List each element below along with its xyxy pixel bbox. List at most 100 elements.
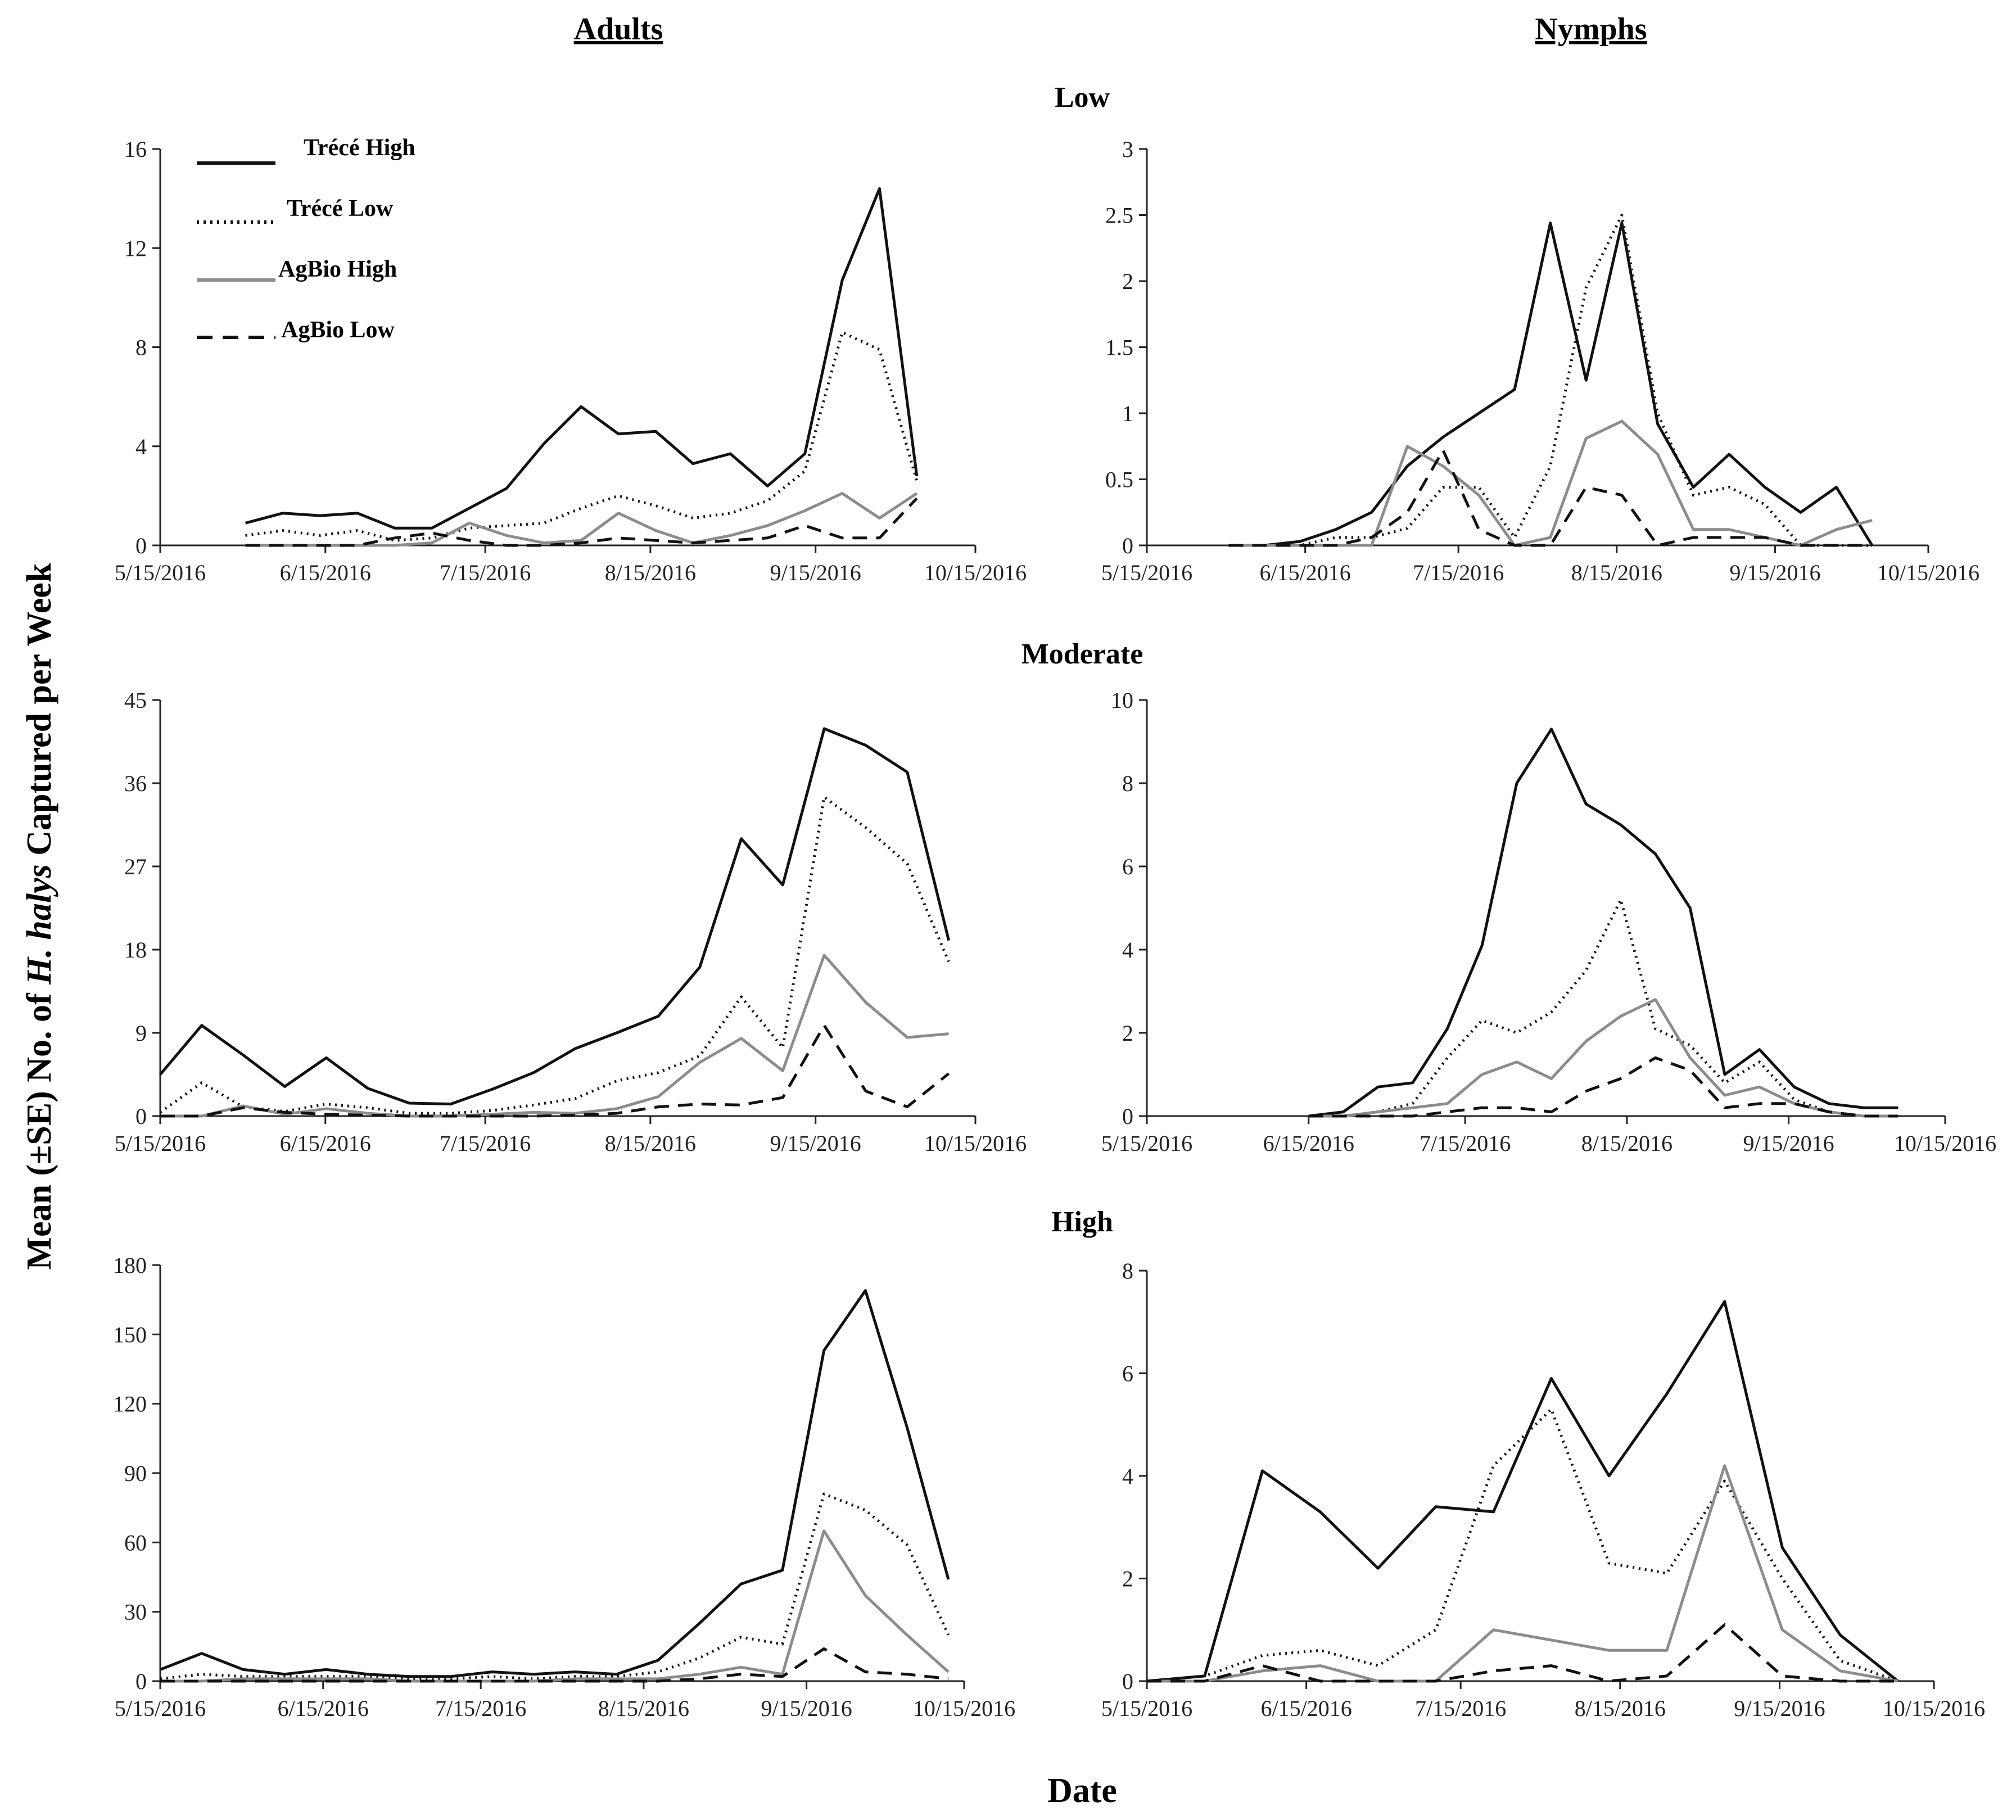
x-tick-label: 6/15/2016 [280, 560, 371, 585]
x-tick-label: 10/15/2016 [1883, 1696, 1985, 1721]
panel-adults-high: 0 30 60 90 120 150 180 5/15/2016 6/15/2016 7/15/2… [113, 1253, 1015, 1721]
y-tick-label: 3 [1122, 137, 1133, 162]
y-tick-label: 36 [124, 771, 147, 796]
row-header-moderate: Moderate [1021, 638, 1143, 670]
series-line-agbio-low [245, 497, 918, 547]
y-tick-label: 4 [135, 434, 147, 459]
y-tick-label: 0 [1122, 1104, 1133, 1129]
y-tick-label: 6 [1122, 1361, 1133, 1387]
y-tick-label: 4 [1122, 937, 1133, 963]
series-line-trece-low [1146, 1407, 1899, 1683]
series-line-agbio-low [160, 1024, 950, 1118]
series-line-trece-low [159, 796, 950, 1115]
x-tick-label: 7/15/2016 [1415, 1696, 1506, 1721]
y-tick-label: 120 [113, 1392, 147, 1417]
x-tick-label: 8/15/2016 [605, 560, 696, 585]
x-tick-label: 9/15/2016 [1729, 560, 1820, 585]
x-tick-label: 9/15/2016 [1734, 1696, 1825, 1721]
series-line-agbio-low [1308, 1056, 1899, 1118]
series-line-agbio-high [245, 492, 918, 547]
series-line-agbio-high [1308, 998, 1899, 1118]
panel-adults-low: 0 4 8 12 16 5/15/2016 6/15/2016 7/15/2016 8/15/2… [115, 137, 1027, 585]
series-line-trece-low [1308, 898, 1899, 1118]
x-tick-label: 7/15/2016 [440, 560, 531, 585]
series-line-trece-high [1308, 728, 1899, 1118]
y-axis-title: Mean (±SE) No. of H. halys Captured per … [20, 563, 58, 1270]
y-tick-label: 1 [1122, 401, 1133, 426]
y-axis-title-part-3: Captured per Week [20, 563, 58, 864]
x-tick-label: 10/15/2016 [1894, 1131, 1996, 1156]
y-tick-label: 18 [124, 937, 147, 963]
y-tick-label: 0 [135, 533, 147, 558]
x-tick-label: 5/15/2016 [115, 1131, 206, 1156]
x-tick-label: 7/15/2016 [1413, 560, 1504, 585]
y-tick-label: 150 [113, 1322, 147, 1347]
row-header-high: High [1051, 1206, 1113, 1238]
y-tick-label: 2 [1122, 269, 1133, 294]
y-tick-label: 4 [1122, 1464, 1133, 1489]
x-tick-label: 10/15/2016 [1877, 560, 1979, 585]
x-tick-label: 6/15/2016 [1263, 1131, 1354, 1156]
panel-adults-moderate: 0 9 18 27 36 45 5/15/2016 6/15/2016 7/15/2016 8/1… [115, 688, 1027, 1156]
series-line-agbio-low [1147, 1623, 1898, 1683]
y-tick-label: 2 [1122, 1020, 1133, 1046]
x-tick-label: 9/15/2016 [770, 560, 861, 585]
y-tick-label: 180 [113, 1253, 147, 1278]
y-axis-title-species: H. halys [20, 864, 58, 985]
y-tick-label: 16 [124, 137, 147, 162]
x-tick-label: 8/15/2016 [598, 1696, 689, 1721]
x-axis-title: Date [1047, 1772, 1117, 1810]
x-tick-label: 6/15/2016 [1261, 1696, 1352, 1721]
x-tick-label: 9/15/2016 [1743, 1131, 1834, 1156]
y-tick-label: 0.5 [1105, 467, 1133, 493]
x-tick-label: 8/15/2016 [1575, 1696, 1666, 1721]
column-header-adults: Adults [574, 12, 663, 47]
y-tick-label: 0 [135, 1104, 147, 1129]
legend-label-agbio-low: AgBio Low [281, 317, 395, 343]
x-tick-label: 6/15/2016 [1260, 560, 1351, 585]
x-tick-label: 7/15/2016 [440, 1131, 531, 1156]
x-tick-label: 9/15/2016 [770, 1131, 861, 1156]
x-tick-label: 5/15/2016 [1101, 1131, 1192, 1156]
panel-nymphs-high: 0 2 4 6 8 5/15/2016 6/15/2016 7/15/2016 8/15/201… [1101, 1258, 1985, 1721]
y-tick-label: 0 [1122, 1669, 1133, 1694]
y-tick-label: 8 [135, 335, 147, 360]
y-tick-label: 10 [1111, 688, 1133, 713]
series-line-trece-high [159, 727, 951, 1106]
x-tick-label: 8/15/2016 [1571, 560, 1662, 585]
y-tick-label: 30 [124, 1600, 147, 1625]
series-line-agbio-high [1228, 419, 1873, 547]
y-tick-label: 0 [135, 1669, 147, 1694]
panel-nymphs-moderate: 0 2 4 6 8 10 5/15/2016 6/15/2016 7/15/2016 8/15/2… [1101, 688, 1996, 1156]
x-tick-label: 10/15/2016 [924, 1131, 1027, 1156]
x-tick-label: 8/15/2016 [1581, 1131, 1673, 1156]
x-tick-label: 5/15/2016 [115, 560, 206, 585]
y-tick-label: 27 [124, 854, 147, 879]
y-tick-label: 8 [1122, 1258, 1133, 1284]
x-tick-label: 10/15/2016 [913, 1696, 1015, 1721]
y-axis-title-part-1: Mean (±SE) No. of [20, 984, 58, 1270]
x-tick-label: 10/15/2016 [924, 560, 1027, 585]
column-header-nymphs: Nymphs [1535, 12, 1647, 47]
legend-label-agbio-high: AgBio High [278, 256, 397, 282]
x-tick-label: 6/15/2016 [278, 1696, 369, 1721]
y-tick-label: 8 [1122, 771, 1133, 796]
panel-nymphs-low: 0 0.5 1 1.5 2 2.5 3 5/15/2016 6/15/2016 7/15/2016… [1101, 137, 1979, 585]
y-tick-label: 90 [124, 1461, 147, 1486]
x-tick-label: 7/15/2016 [1420, 1131, 1511, 1156]
x-tick-label: 8/15/2016 [605, 1131, 696, 1156]
y-tick-label: 2 [1122, 1566, 1133, 1592]
series-line-agbio-low [160, 1647, 949, 1683]
series-line-agbio-low [1228, 449, 1873, 547]
series-line-trece-high [1228, 222, 1874, 547]
y-tick-label: 45 [124, 688, 147, 713]
x-tick-label: 7/15/2016 [435, 1696, 526, 1721]
y-tick-label: 12 [124, 236, 147, 261]
y-tick-label: 60 [124, 1530, 147, 1555]
x-tick-label: 5/15/2016 [1101, 1696, 1192, 1721]
legend: Trécé High Trécé Low AgBio High AgBio Lo… [197, 135, 415, 343]
row-header-low: Low [1055, 82, 1110, 114]
series-line-trece-low [160, 1492, 950, 1681]
